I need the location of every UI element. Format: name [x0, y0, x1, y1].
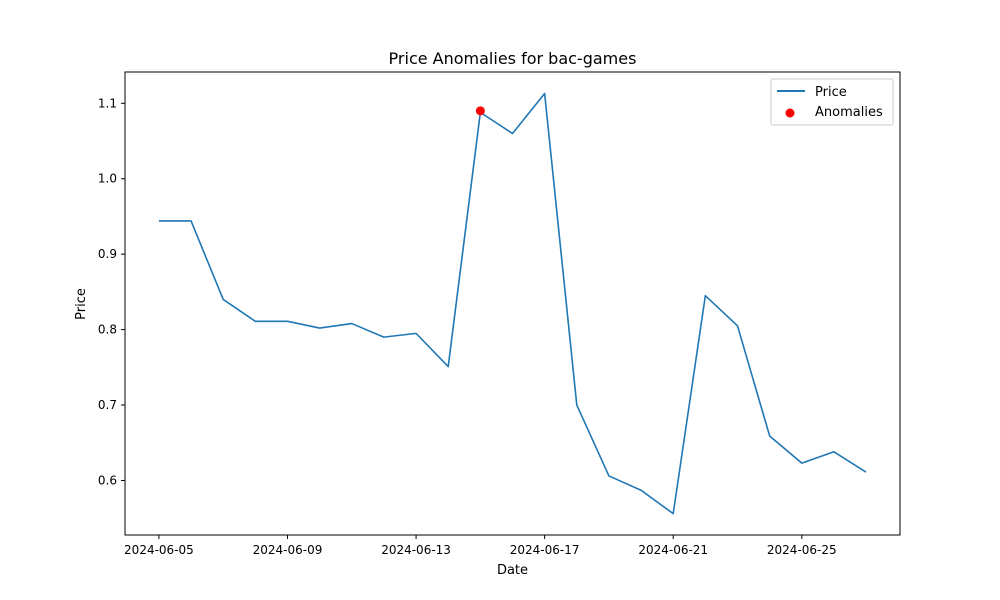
y-axis-label: Price [74, 288, 89, 320]
x-tick-label: 2024-06-05 [124, 543, 194, 557]
x-tick-label: 2024-06-17 [510, 543, 580, 557]
y-tick-label: 0.8 [98, 323, 117, 337]
legend-price-label: Price [815, 85, 847, 100]
x-tick-label: 2024-06-21 [638, 543, 708, 557]
legend: Price Anomalies [770, 78, 894, 126]
y-tick-label: 0.9 [98, 247, 117, 261]
y-tick-label: 1.1 [98, 96, 117, 110]
chart-title: Price Anomalies for bac-games [389, 49, 637, 68]
x-tick-label: 2024-06-09 [253, 543, 323, 557]
y-tick-label: 1.0 [98, 172, 117, 186]
legend-anomalies-swatch [785, 108, 795, 118]
legend-anomalies-label: Anomalies [815, 105, 883, 120]
x-tick-label: 2024-06-13 [381, 543, 451, 557]
plot-area: 2024-06-05 2024-06-09 2024-06-13 2024-06-17… [98, 71, 901, 557]
series-line-price [158, 92, 867, 515]
axes-frame [124, 71, 901, 536]
x-tick-label: 2024-06-25 [767, 543, 837, 557]
anomaly-point [475, 106, 485, 116]
y-tick-label: 0.7 [98, 398, 117, 412]
x-axis-label: Date [497, 563, 528, 578]
y-tick-label: 0.6 [98, 473, 117, 487]
